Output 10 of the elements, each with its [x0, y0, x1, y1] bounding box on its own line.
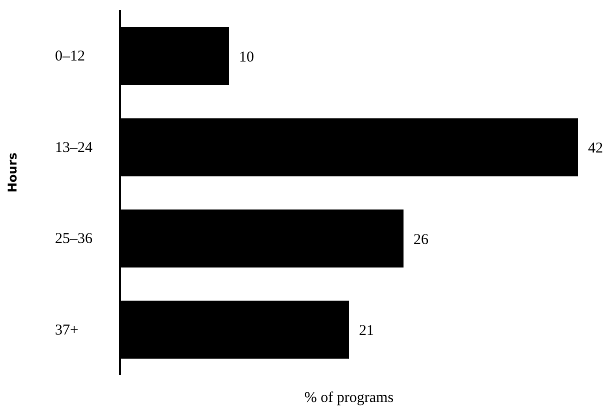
data-label: 10 — [239, 49, 254, 66]
y-tick-label: 0–12 — [55, 48, 85, 65]
y-axis-title: Hours — [5, 152, 20, 192]
data-label: 26 — [414, 232, 430, 248]
data-label: 42 — [588, 140, 603, 157]
y-tick-label: 37+ — [55, 322, 78, 338]
data-label: 21 — [359, 323, 374, 340]
y-tick-label: 13–24 — [55, 140, 93, 156]
x-axis-title: % of programs — [304, 390, 394, 406]
y-tick-label: 25–36 — [55, 231, 93, 248]
